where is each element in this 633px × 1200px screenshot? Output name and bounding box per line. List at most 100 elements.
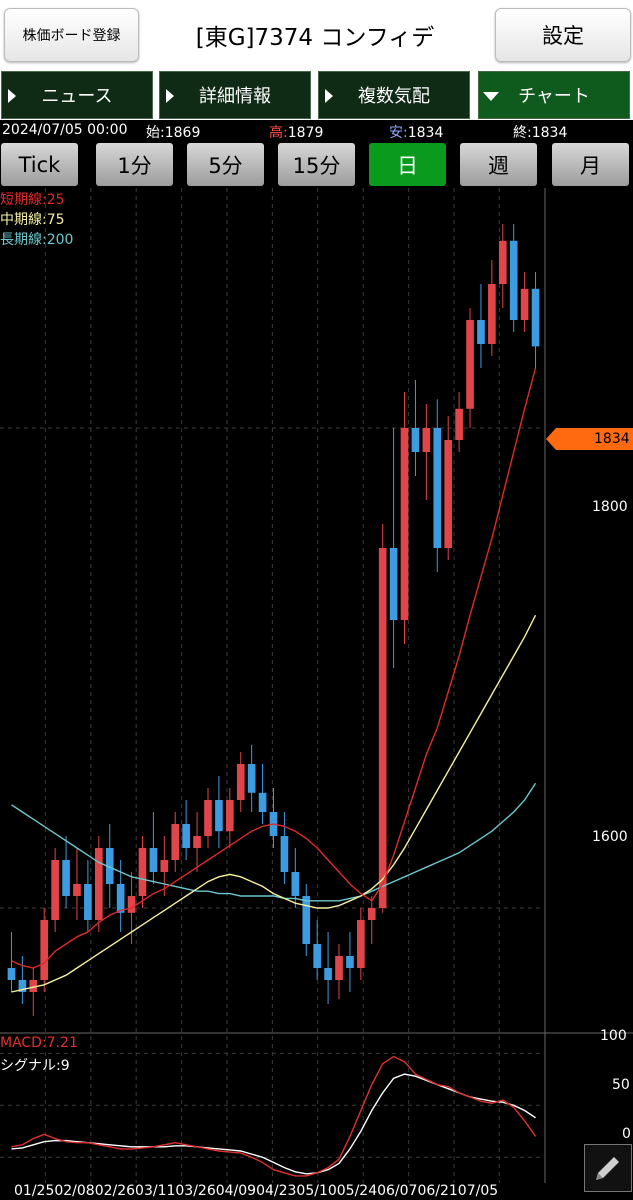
ohlc-low: 安:1834 xyxy=(389,122,443,142)
candle-body xyxy=(389,548,398,620)
candle-body xyxy=(367,908,376,920)
candle-body xyxy=(226,800,234,832)
candle-body xyxy=(466,320,474,409)
close-label: 終: xyxy=(513,125,532,141)
tab-label: チャート xyxy=(518,86,590,107)
candle-body xyxy=(302,896,311,944)
ma-short-line xyxy=(11,367,537,969)
candle-body xyxy=(335,956,343,980)
candle-body xyxy=(433,428,442,548)
candle-body xyxy=(509,240,518,320)
legend-mid-ma: 中期線:75 xyxy=(0,212,65,228)
low-label: 安: xyxy=(389,125,408,141)
candle-body xyxy=(94,848,103,920)
ohlc-high: 高:1879 xyxy=(269,122,323,142)
candle-body xyxy=(422,428,431,452)
candle-body xyxy=(280,836,289,872)
candle-body xyxy=(204,800,212,836)
candle-body xyxy=(455,408,463,440)
tab-news[interactable]: ニュース xyxy=(1,71,153,119)
low-value: 1834 xyxy=(407,125,444,141)
candle-body xyxy=(488,284,496,344)
candle-body xyxy=(531,288,540,347)
candle-body xyxy=(346,956,354,968)
legend-long-ma: 長期線:200 xyxy=(0,232,74,248)
register-board-button[interactable]: 株価ボード登録 xyxy=(4,8,139,62)
tab-bar: ニュース 詳細情報 複数気配 チャート xyxy=(0,70,633,120)
candle-body xyxy=(182,824,190,848)
candle-body xyxy=(498,240,507,284)
macd-axis-label: 0 xyxy=(622,1126,631,1142)
open-value: 1869 xyxy=(164,125,201,141)
triangle-right-icon xyxy=(166,89,174,103)
high-label: 高: xyxy=(269,125,288,141)
tab-label: 詳細情報 xyxy=(199,86,271,107)
price-tag-shape xyxy=(546,428,633,450)
signal-line xyxy=(11,1073,536,1175)
triangle-right-icon xyxy=(8,89,16,103)
tab-chart[interactable]: チャート xyxy=(478,71,630,119)
candle-body xyxy=(105,848,114,884)
ma-mid-line xyxy=(11,614,537,993)
tab-label: 複数気配 xyxy=(358,86,430,107)
candle-body xyxy=(324,968,332,980)
legend-macd: MACD:7.21 xyxy=(0,1035,78,1051)
high-value: 1879 xyxy=(287,125,324,141)
candle-body xyxy=(149,848,158,872)
ma-long-line xyxy=(11,782,537,902)
candle-body xyxy=(18,980,27,992)
macd-axis-label: 50 xyxy=(612,1077,630,1093)
triangle-down-icon xyxy=(483,92,499,101)
triangle-right-icon xyxy=(325,89,333,103)
ohlc-close: 終:1834 xyxy=(513,122,567,142)
close-value: 1834 xyxy=(531,125,568,141)
current-price-tag: 1834 xyxy=(546,428,633,450)
period-5min-button[interactable]: 5分 xyxy=(187,143,264,186)
candle-body xyxy=(127,896,136,913)
open-label: 始: xyxy=(146,125,165,141)
candle-body xyxy=(160,860,169,872)
candle-body xyxy=(171,824,180,860)
candle-body xyxy=(73,884,81,896)
candle-body xyxy=(84,884,92,920)
candle-body xyxy=(116,884,125,913)
candle-body xyxy=(378,548,387,908)
period-tick-button[interactable]: Tick xyxy=(1,143,78,186)
candle-body xyxy=(520,288,529,320)
period-15min-button[interactable]: 15分 xyxy=(278,143,355,186)
pencil-icon xyxy=(596,1157,619,1180)
candle-body xyxy=(138,848,147,896)
candle-body xyxy=(400,428,409,620)
period-month-button[interactable]: 月 xyxy=(552,143,629,186)
page-title: [東G]7374 コンフィデ xyxy=(195,25,435,51)
candle-body xyxy=(7,968,16,980)
candle-body xyxy=(357,920,365,968)
tab-order-book[interactable]: 複数気配 xyxy=(318,71,470,119)
current-price-value: 1834 xyxy=(594,431,630,447)
tab-details[interactable]: 詳細情報 xyxy=(159,71,311,119)
candle-body xyxy=(291,872,300,896)
candle-body xyxy=(40,920,49,980)
candle-body xyxy=(62,860,70,896)
ohlc-datetime: 2024/07/05 00:00 xyxy=(2,122,128,138)
candle-body xyxy=(51,860,59,920)
legend-signal: シグナル:9 xyxy=(0,1058,70,1074)
candle-body xyxy=(313,944,321,968)
candle-body xyxy=(236,764,245,800)
price-axis-label: 1600 xyxy=(592,829,628,845)
macd-line xyxy=(11,1055,537,1177)
candle-body xyxy=(411,428,420,452)
price-chart[interactable] xyxy=(0,188,633,1183)
period-week-button[interactable]: 週 xyxy=(460,143,537,186)
period-day-button[interactable]: 日 xyxy=(369,143,446,186)
candle-body xyxy=(29,980,38,992)
tab-label: ニュース xyxy=(41,86,113,107)
period-1min-button[interactable]: 1分 xyxy=(96,143,173,186)
settings-button[interactable]: 設定 xyxy=(495,8,631,62)
x-axis-labels: 01/2502/0802/2603/1103/2604/0904/2305/10… xyxy=(14,1183,499,1199)
price-axis-label: 1800 xyxy=(592,499,628,515)
app-header: 株価ボード登録 [東G]7374 コンフィデ 設定 xyxy=(0,0,633,70)
candle-body xyxy=(258,792,267,812)
draw-tool-button[interactable] xyxy=(584,1144,632,1192)
candle-body xyxy=(477,320,485,344)
